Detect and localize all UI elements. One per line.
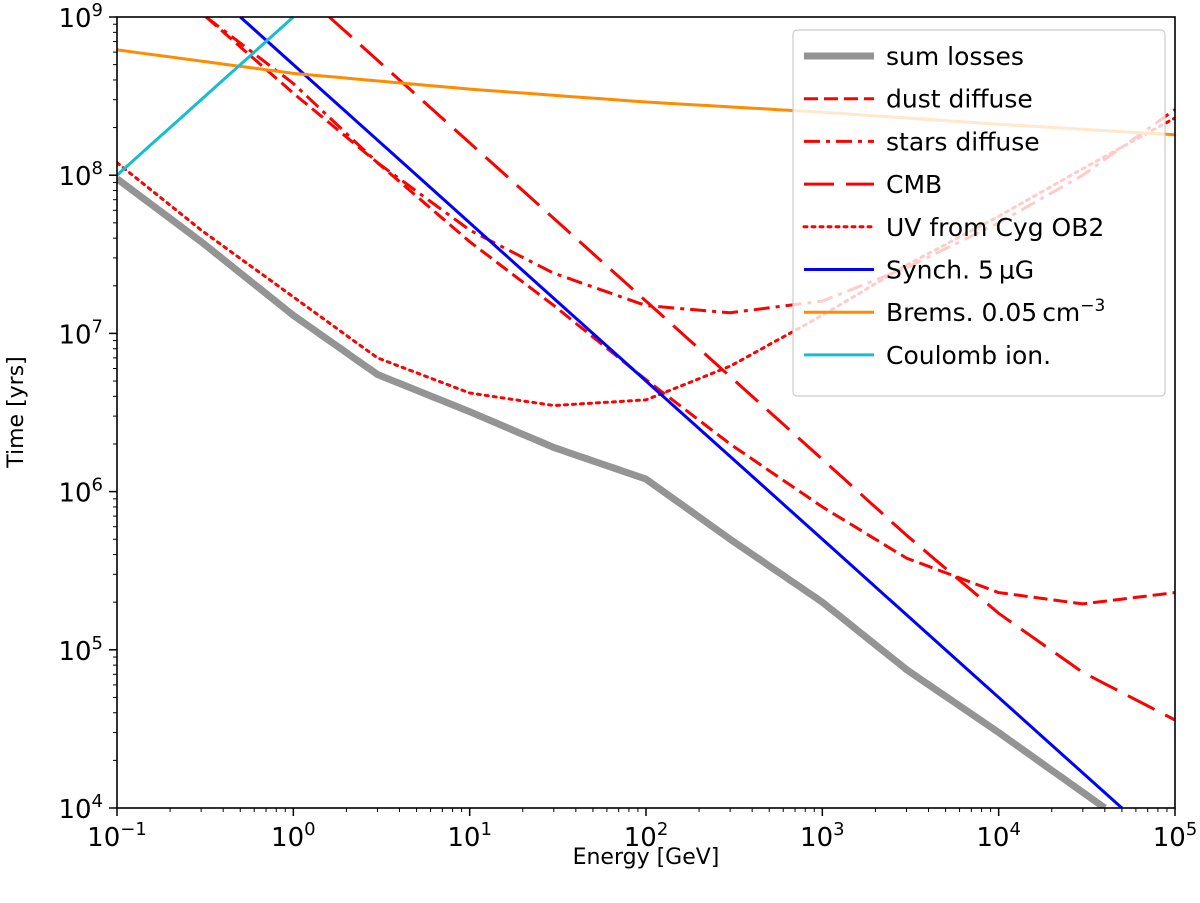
plot-frame bbox=[116, 16, 1176, 809]
legend-label-brems-0-05-cm-3: Brems. 0.05 cm−3 bbox=[886, 296, 1105, 327]
legend-label-uv-from-cyg-ob2: UV from Cyg OB2 bbox=[886, 213, 1104, 242]
series-line-sum-losses bbox=[117, 175, 1107, 808]
series-line-coulomb-ion bbox=[117, 17, 295, 177]
series-line-cmb bbox=[328, 17, 1175, 722]
legend-label-dust-diffuse: dust diffuse bbox=[886, 85, 1033, 114]
y-axis-label: Time [yrs] bbox=[4, 356, 29, 469]
legend-label-synch-5-g: Synch. 5 μG bbox=[886, 256, 1034, 285]
legend-box bbox=[792, 29, 1166, 397]
x-axis-label: Energy [GeV] bbox=[573, 845, 720, 870]
legend-label-stars-diffuse: stars diffuse bbox=[886, 127, 1040, 156]
legend-label-cmb: CMB bbox=[886, 170, 942, 199]
legend-label-coulomb-ion: Coulomb ion. bbox=[886, 341, 1051, 370]
legend-label-sum-losses: sum losses bbox=[886, 42, 1024, 71]
legend: sum losses dust diffuse stars diffuse CMB UV… bbox=[792, 29, 1166, 397]
series-line-synch-5-g bbox=[239, 17, 1123, 808]
